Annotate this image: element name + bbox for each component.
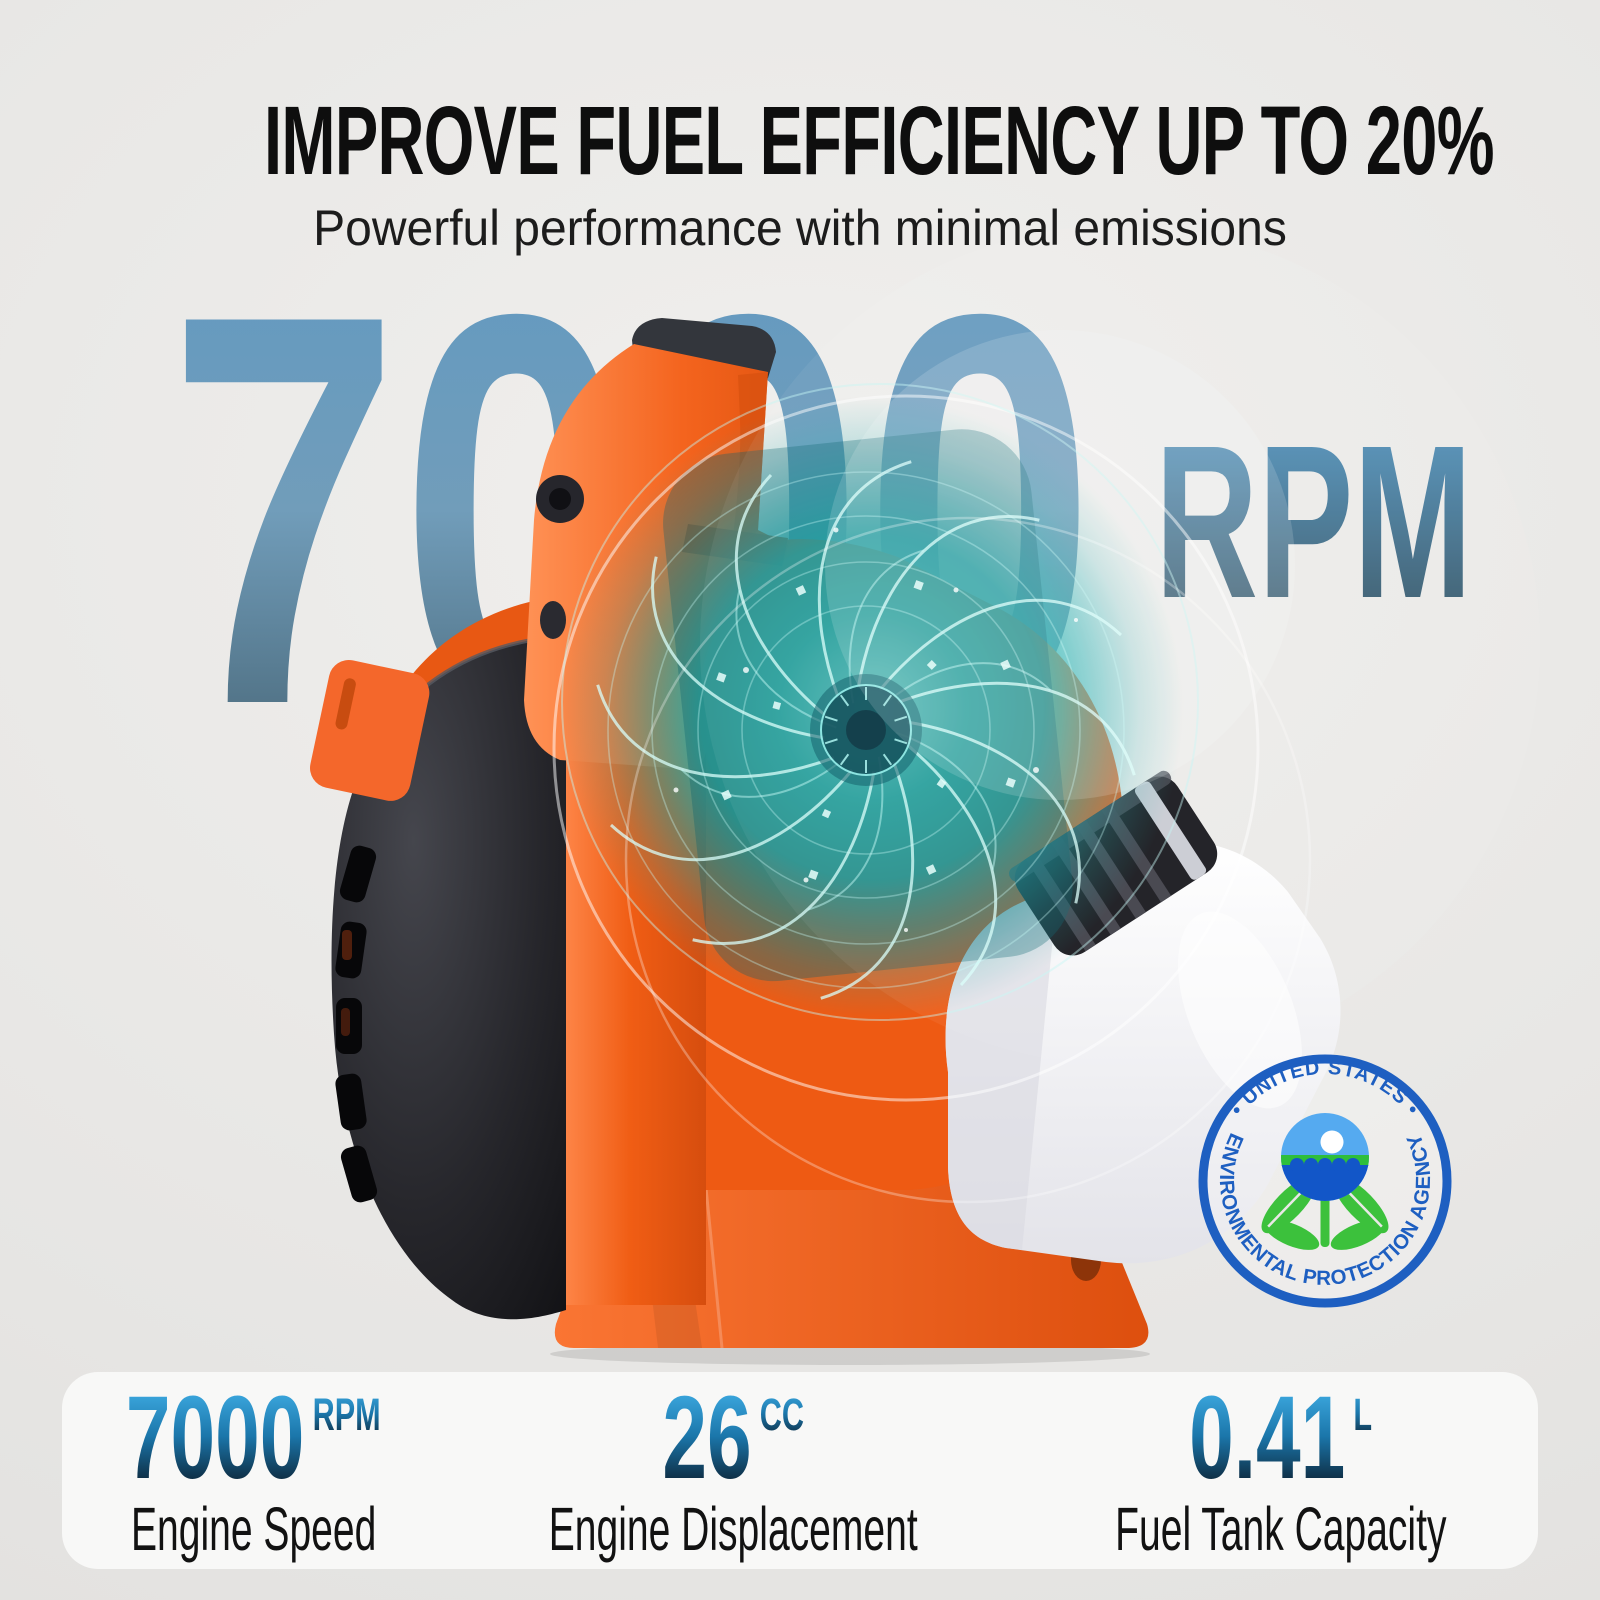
housing-clip <box>310 659 430 801</box>
fan-glow-graphic <box>552 225 1540 1204</box>
page-title: IMPROVE FUEL EFFICIENCY UP TO 20% <box>264 86 1495 195</box>
stat-value: 26 CC <box>662 1371 805 1504</box>
stat-number: 0.41 <box>1189 1371 1346 1504</box>
stat-label: Engine Speed <box>130 1494 377 1563</box>
stat-label: Fuel Tank Capacity <box>1114 1494 1447 1563</box>
stat-label: Engine Displacement <box>549 1494 918 1563</box>
stat-engine-speed: 7000 RPM Engine Speed <box>62 1372 445 1569</box>
stat-unit: RPM <box>312 1388 381 1440</box>
stat-engine-displacement: 26 CC Engine Displacement <box>445 1372 1021 1569</box>
hero-rpm-unit: RPM <box>1155 401 1472 645</box>
epa-certification-seal: • UNITED STATES • ENVIRONMENTAL PROTECTI… <box>1198 1054 1452 1308</box>
stat-unit: L <box>1353 1388 1373 1440</box>
fan-hub <box>810 674 922 786</box>
stat-fuel-tank-capacity: 0.41 L Fuel Tank Capacity <box>1022 1372 1540 1569</box>
header: IMPROVE FUEL EFFICIENCY UP TO 20% Powerf… <box>0 92 1600 257</box>
blower-intake-housing <box>310 634 567 1320</box>
stat-value: 7000 RPM <box>126 1371 381 1504</box>
stat-value: 0.41 L <box>1189 1371 1373 1504</box>
epa-flower-icon <box>1261 1113 1389 1250</box>
product-shadow <box>550 1343 1150 1365</box>
epa-sun <box>1320 1130 1344 1154</box>
intake-vents <box>335 845 378 1203</box>
stats-card: 7000 RPM Engine Speed 26 CC Engine Displ… <box>62 1372 1538 1569</box>
side-button <box>540 601 566 639</box>
epa-flower-head <box>1281 1113 1369 1201</box>
fan-blades <box>596 460 1136 1000</box>
stat-number: 26 <box>662 1371 752 1504</box>
page-subtitle: Powerful performance with minimal emissi… <box>313 200 1287 256</box>
stat-unit: CC <box>760 1388 805 1440</box>
stat-number: 7000 <box>126 1371 305 1504</box>
